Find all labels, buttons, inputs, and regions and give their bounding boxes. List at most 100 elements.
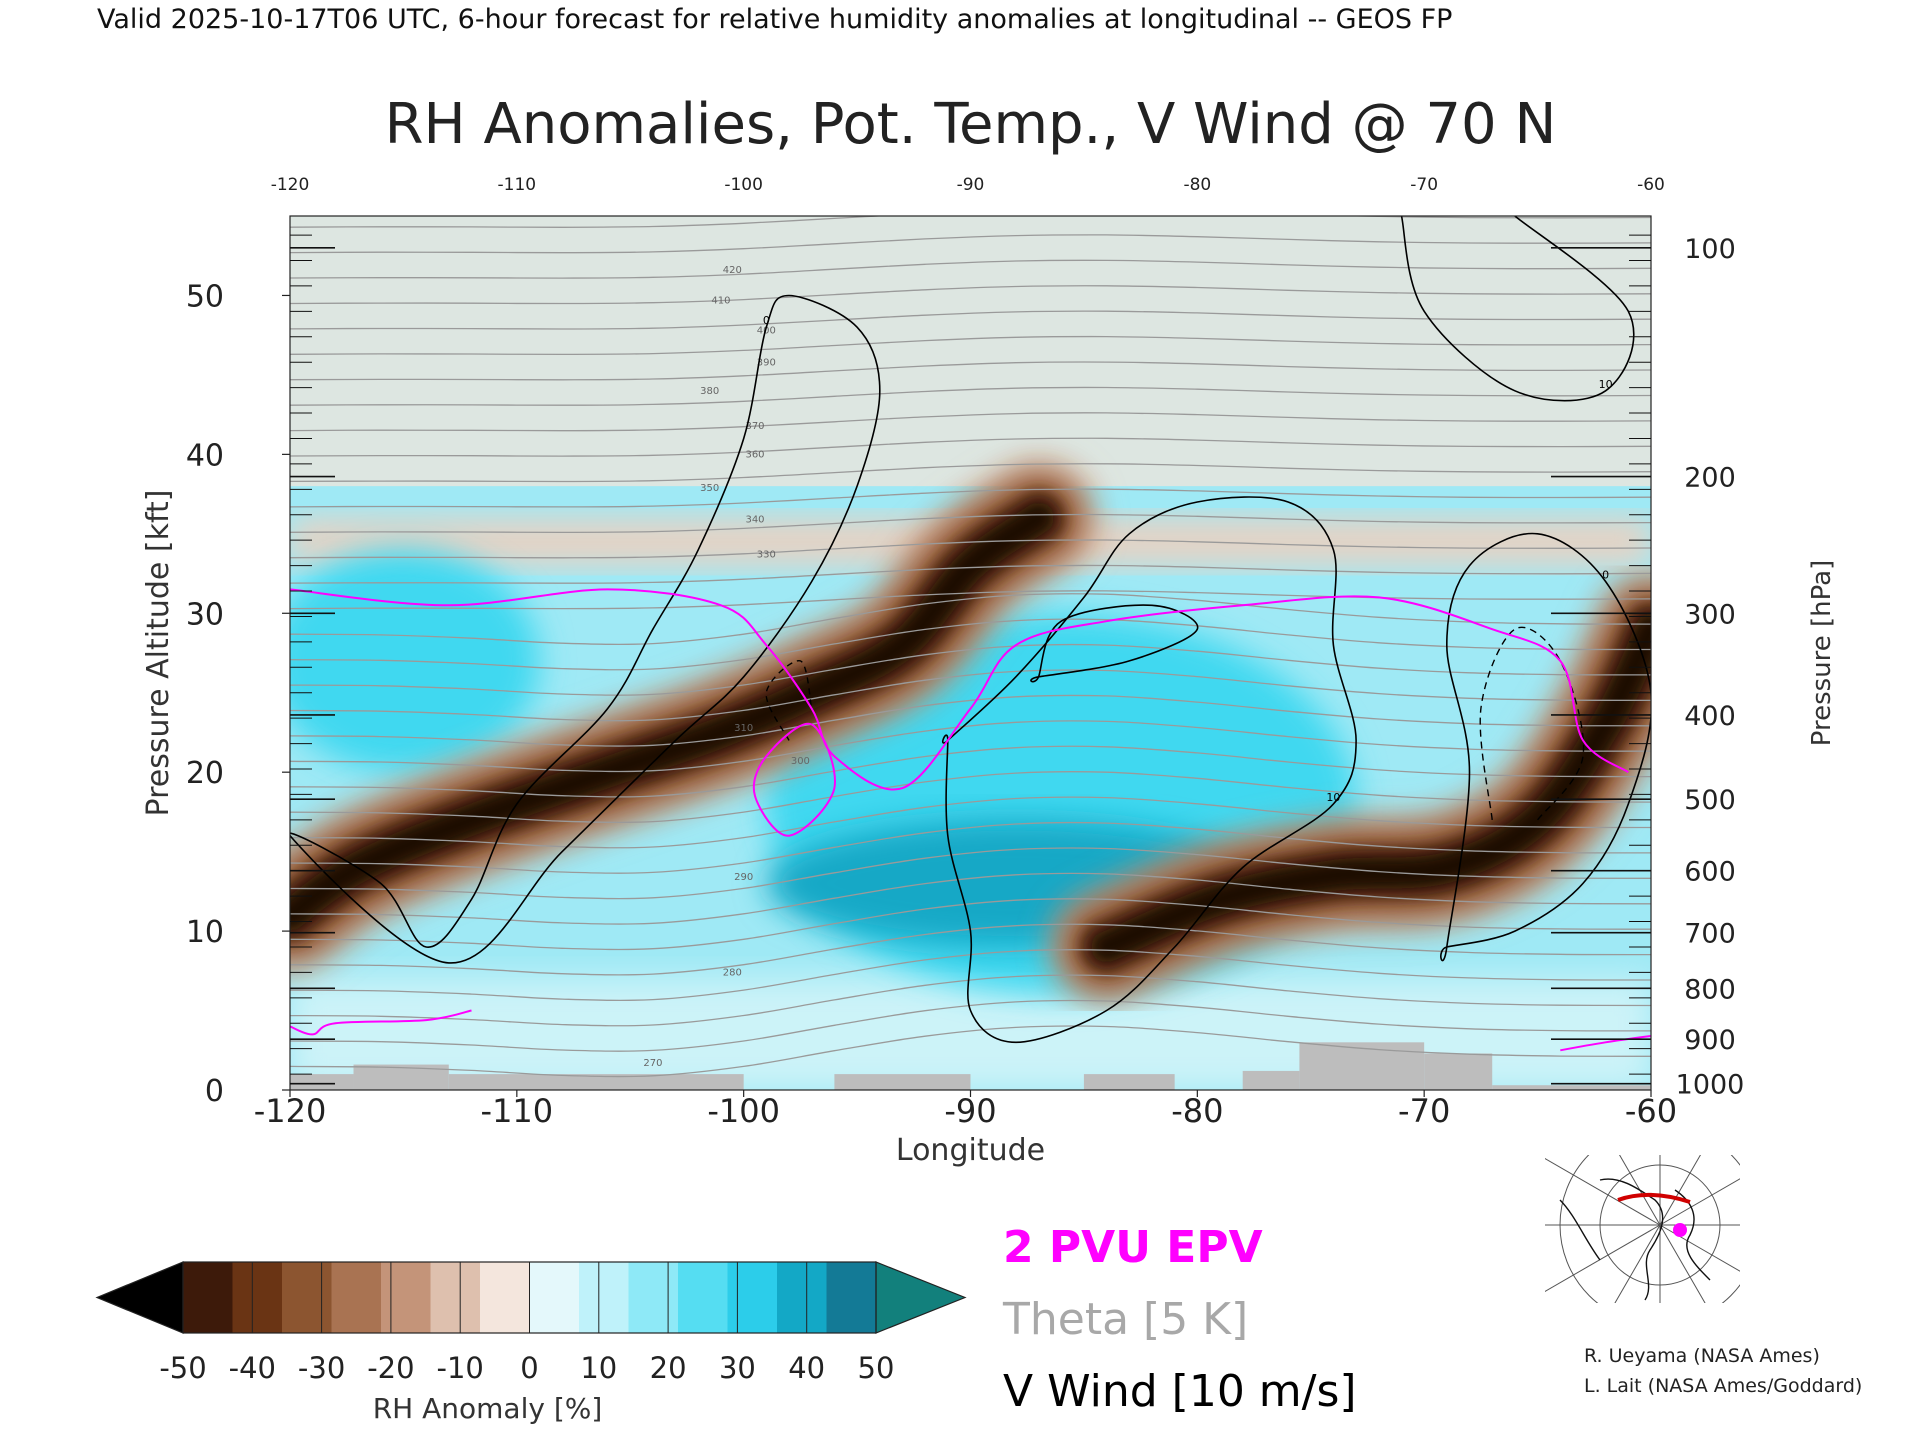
epv-2pvu-lowlevel-east xyxy=(1560,1035,1651,1052)
theta-label: 340 xyxy=(745,515,764,526)
x-tick-label: -90 xyxy=(944,1092,996,1130)
colorbar-segment xyxy=(480,1262,530,1333)
colorbar-tick-label: 10 xyxy=(580,1351,617,1385)
x-tick-label: -100 xyxy=(707,1092,780,1130)
colorbar-segment xyxy=(183,1262,233,1333)
colorbar-tick-label: 0 xyxy=(520,1351,538,1385)
theta-label: 350 xyxy=(700,483,719,494)
theta-line xyxy=(290,386,1651,406)
topography-block xyxy=(1242,1070,1300,1090)
map-meridian xyxy=(1545,1224,1661,1292)
colorbar-tick-label: 40 xyxy=(788,1351,825,1385)
y-tick-label: 0 xyxy=(205,1074,224,1109)
legend-vwind: V Wind [10 m/s] xyxy=(1003,1366,1357,1417)
theta-line xyxy=(290,590,1651,610)
colorbar-segment xyxy=(727,1262,778,1333)
dry-band-0-layer-3 xyxy=(290,502,1055,931)
x-tick-label: -110 xyxy=(481,1092,554,1130)
x-axis-label: Longitude xyxy=(896,1133,1045,1168)
map-meridian xyxy=(1659,1224,1706,1303)
vwind-contours: 0 10 0 10 xyxy=(290,216,1651,1052)
y-tick-label: 30 xyxy=(186,597,224,632)
theta-line xyxy=(290,513,1651,534)
y-axis-label-right: Pressure [hPa] xyxy=(1807,560,1837,747)
theta-line xyxy=(290,618,1651,671)
theta-label: 420 xyxy=(723,265,742,276)
colorbar-tick-label: -30 xyxy=(298,1351,345,1385)
colorbar-tick-label: 50 xyxy=(858,1351,895,1385)
theta-line xyxy=(290,821,1651,874)
theta-line xyxy=(290,974,1651,1027)
vwind-contour-label: 0 xyxy=(763,314,770,327)
colorbar-segment xyxy=(628,1262,679,1333)
colorbar-tick-label: -40 xyxy=(229,1351,276,1385)
theta-line xyxy=(290,643,1651,696)
legend-theta: Theta [5 K] xyxy=(1002,1294,1248,1345)
topography-block xyxy=(1492,1085,1651,1090)
vwind-contour-label: 0 xyxy=(1602,568,1609,581)
x-top-tick-label: -100 xyxy=(724,175,763,195)
theta-line xyxy=(290,216,1651,228)
theta-line xyxy=(290,259,1651,279)
credit-line-2: L. Lait (NASA Ames/Goddard) xyxy=(1584,1375,1862,1397)
map-meridian xyxy=(1659,1224,1740,1272)
x-top-tick-label: -70 xyxy=(1410,175,1438,195)
x-top-tick-label: -60 xyxy=(1637,175,1665,195)
theta-line xyxy=(290,285,1651,305)
colorbar-segment xyxy=(381,1262,431,1333)
x-top-tick-label: -80 xyxy=(1183,175,1211,195)
theta-line xyxy=(290,720,1651,773)
theta-label: 330 xyxy=(757,550,776,561)
theta-line xyxy=(290,593,1651,646)
y-tick-label: 10 xyxy=(186,915,224,950)
vwind-contour-small xyxy=(1030,604,1199,683)
colorbar-segment xyxy=(777,1262,827,1333)
theta-line xyxy=(290,1025,1651,1078)
colorbar-tick-label: 20 xyxy=(650,1351,687,1385)
pressure-tick-label: 1000 xyxy=(1676,1070,1745,1101)
theta-label: 360 xyxy=(745,450,764,461)
epv-2pvu-line xyxy=(290,588,1629,791)
theta-line xyxy=(290,898,1651,951)
vwind-contour-label: 10 xyxy=(1326,791,1340,804)
colorbar-segment xyxy=(579,1262,629,1333)
topography-block xyxy=(1424,1053,1493,1090)
topography-block xyxy=(1083,1074,1175,1090)
map-meridian xyxy=(1545,1158,1661,1226)
vwind-contour-dashed xyxy=(1479,626,1585,821)
x-tick-label: -60 xyxy=(1625,1092,1677,1130)
pressure-tick-label: 600 xyxy=(1684,857,1736,888)
map-meridian xyxy=(1659,1178,1740,1226)
topography-block xyxy=(1299,1042,1425,1090)
colorbar-segment xyxy=(331,1262,382,1333)
vwind-contour-2 xyxy=(1440,532,1651,962)
pressure-tick-label: 700 xyxy=(1684,919,1736,950)
colorbar-tick-label: 30 xyxy=(719,1351,756,1385)
theta-line xyxy=(290,999,1651,1052)
theta-line xyxy=(290,412,1651,432)
theta-line xyxy=(290,335,1651,356)
colorbar-segment xyxy=(232,1262,283,1333)
theta-label: 310 xyxy=(734,723,753,734)
colorbar-segment xyxy=(529,1262,580,1333)
pressure-tick-label: 500 xyxy=(1684,785,1736,816)
y-tick-label: 40 xyxy=(186,438,224,473)
theta-line xyxy=(290,847,1651,900)
theta-line xyxy=(290,694,1651,747)
map-location-marker xyxy=(1673,1223,1687,1237)
theta-label: 390 xyxy=(757,357,776,368)
theta-label: 410 xyxy=(711,295,730,306)
theta-label: 400 xyxy=(757,326,776,337)
vwind-contour-1 xyxy=(942,496,1357,1044)
theta-line xyxy=(290,564,1651,584)
theta-label: 380 xyxy=(700,386,719,397)
x-top-tick-label: -90 xyxy=(957,175,985,195)
y-tick-label: 20 xyxy=(186,756,224,791)
theta-contours: 420 410 400 390 380 370 360 350 340 330 310 300 290 2… xyxy=(290,216,1651,1078)
pressure-tick-label: 100 xyxy=(1684,234,1736,265)
theta-label: 280 xyxy=(723,968,742,979)
theta-line xyxy=(290,437,1651,457)
y-axis-label-left: Pressure Altitude [kft] xyxy=(141,490,176,817)
